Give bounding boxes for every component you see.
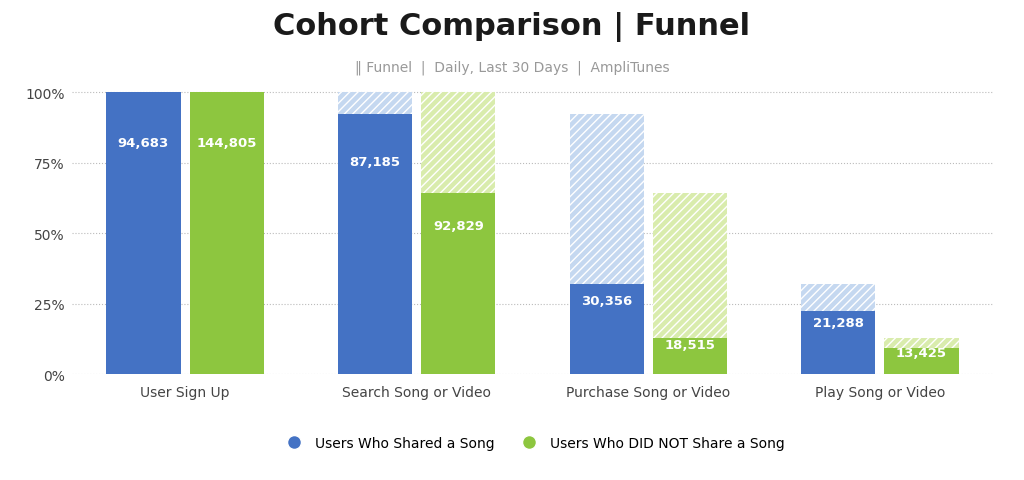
Bar bbox=[189, 93, 264, 374]
Bar bbox=[338, 93, 412, 115]
Text: 21,288: 21,288 bbox=[813, 316, 863, 329]
Legend: Users Who Shared a Song, Users Who DID NOT Share a Song: Users Who Shared a Song, Users Who DID N… bbox=[274, 430, 791, 456]
Bar bbox=[569, 284, 644, 374]
Bar bbox=[338, 115, 412, 374]
Text: 92,829: 92,829 bbox=[433, 220, 483, 233]
Bar bbox=[653, 338, 727, 374]
Bar bbox=[421, 194, 496, 374]
Text: 13,425: 13,425 bbox=[896, 347, 947, 360]
Text: 30,356: 30,356 bbox=[581, 294, 632, 307]
Text: 18,515: 18,515 bbox=[665, 338, 716, 351]
Text: 87,185: 87,185 bbox=[349, 156, 400, 168]
Text: ‖ Funnel  |  Daily, Last 30 Days  |  AmpliTunes: ‖ Funnel | Daily, Last 30 Days | AmpliTu… bbox=[354, 60, 670, 74]
Bar bbox=[885, 348, 958, 374]
Bar bbox=[653, 194, 727, 338]
Bar bbox=[106, 93, 180, 374]
Bar bbox=[569, 115, 644, 284]
Text: 94,683: 94,683 bbox=[118, 137, 169, 150]
Bar bbox=[421, 93, 496, 194]
Bar bbox=[885, 338, 958, 348]
Bar bbox=[801, 284, 876, 311]
Text: Cohort Comparison | Funnel: Cohort Comparison | Funnel bbox=[273, 12, 751, 42]
Bar bbox=[801, 311, 876, 374]
Text: 144,805: 144,805 bbox=[197, 137, 257, 150]
